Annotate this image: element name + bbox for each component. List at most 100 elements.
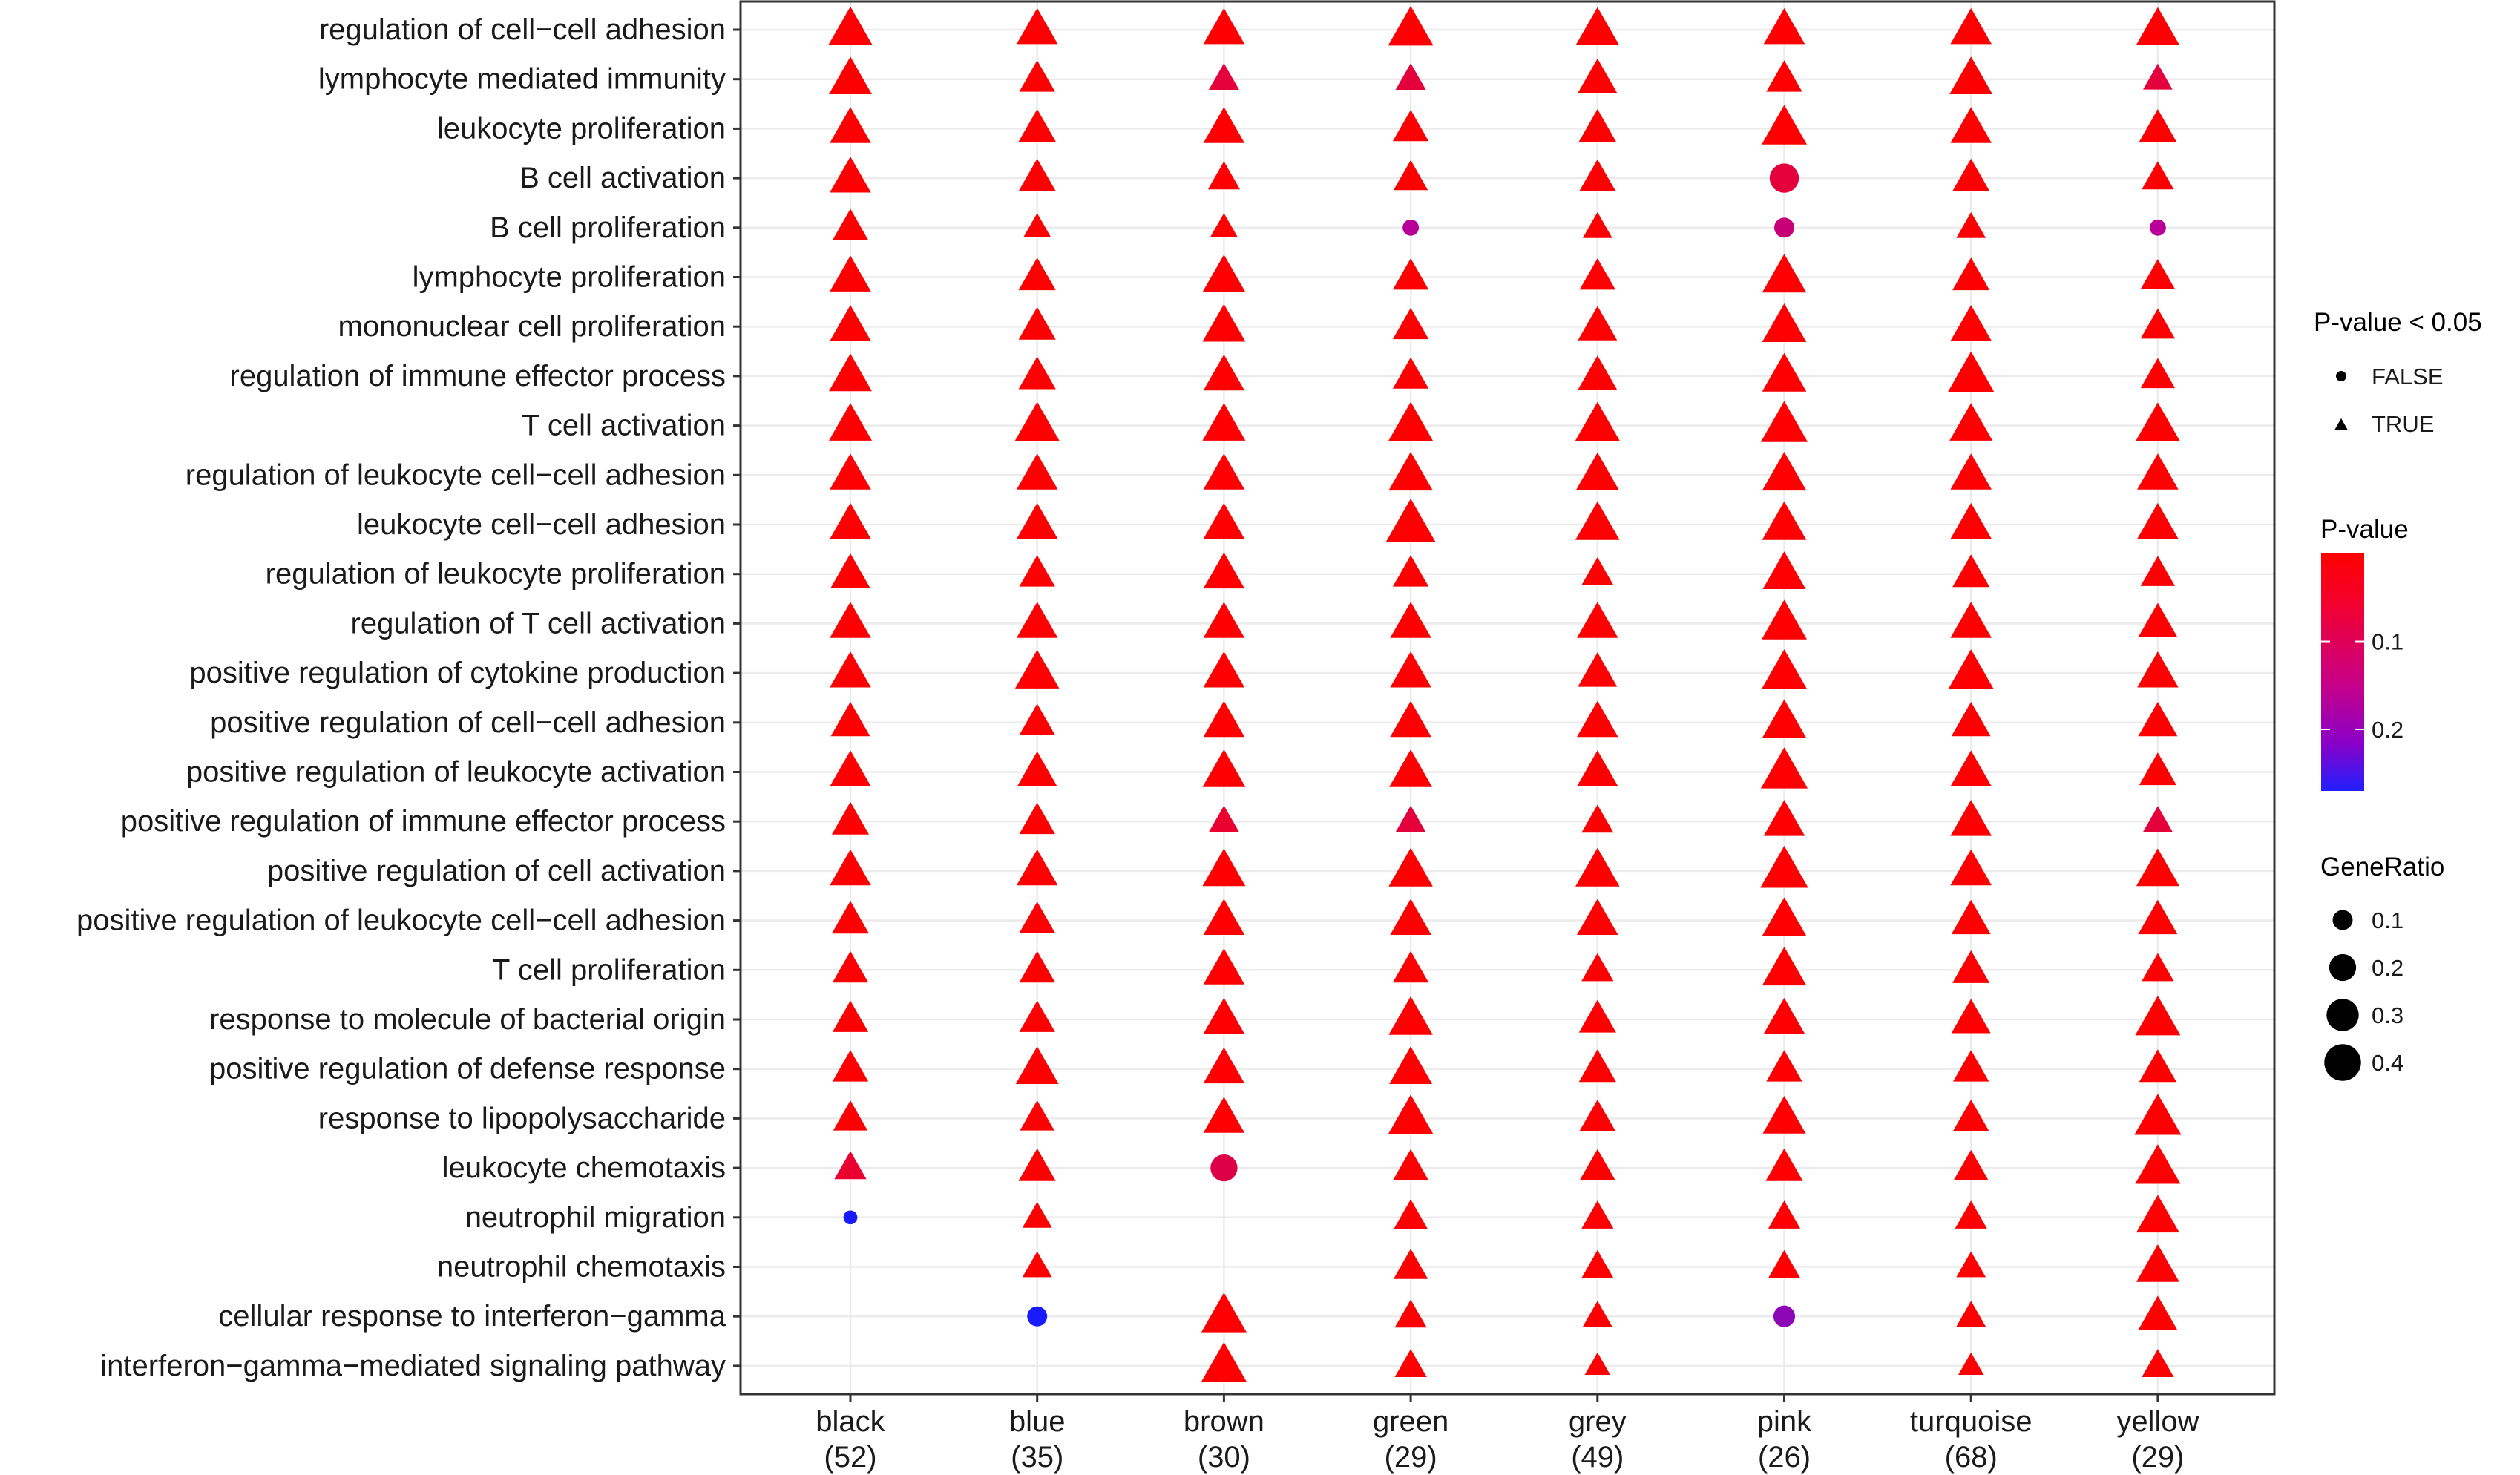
data-point-triangle (1579, 1100, 1615, 1131)
size-legend-key (2324, 1044, 2361, 1081)
data-point-triangle (2136, 7, 2179, 45)
data-point-triangle (1578, 1049, 1616, 1083)
data-point-triangle (1762, 649, 1807, 689)
data-point-triangle (1955, 1200, 1987, 1229)
data-point-triangle (1203, 899, 1245, 935)
data-point-triangle (1953, 1050, 1989, 1082)
data-point-triangle (1210, 213, 1238, 237)
y-tick-label: positive regulation of leukocyte activat… (186, 756, 726, 789)
x-tick-label-module: turquoise (1910, 1405, 2032, 1438)
data-point-triangle (1581, 557, 1614, 585)
data-point-triangle (1392, 258, 1429, 290)
data-point-triangle (2140, 308, 2176, 339)
data-point-triangle (1582, 1301, 1612, 1327)
data-point-triangle (1201, 1341, 1247, 1382)
data-point-triangle (830, 453, 871, 490)
data-point-triangle (1578, 58, 1618, 93)
data-point-triangle (1578, 652, 1618, 687)
size-legend-key (2329, 953, 2357, 982)
data-point-triangle (2143, 63, 2173, 90)
data-point-triangle (1762, 501, 1807, 540)
y-tick-label: cellular response to interferon−gamma (218, 1300, 726, 1333)
x-tick-label-count: (29) (1385, 1441, 1437, 1474)
data-point-triangle (1023, 213, 1051, 237)
data-point-triangle (1202, 848, 1246, 887)
color-legend: P-value 0.1 0.2 (2320, 515, 2409, 791)
data-point-triangle (1579, 1149, 1615, 1180)
data-point-triangle (1951, 702, 1991, 737)
data-point-triangle (1762, 699, 1807, 738)
data-point-triangle (1388, 847, 1433, 887)
data-point-triangle (1958, 1352, 1984, 1375)
x-tick-label-count: (30) (1198, 1441, 1250, 1474)
y-tick-label: response to molecule of bacterial origin (209, 1003, 726, 1036)
data-point-triangle (1016, 7, 1058, 45)
data-point-triangle (2138, 899, 2178, 935)
data-point-triangle (1584, 1352, 1610, 1375)
data-point-triangle (1581, 804, 1614, 833)
data-point-triangle (1578, 109, 1616, 142)
data-point-triangle (2137, 453, 2179, 490)
y-tick-label: lymphocyte proliferation (413, 261, 726, 294)
data-point-triangle (830, 602, 871, 638)
data-point-triangle (828, 6, 873, 45)
data-point-triangle (1950, 107, 1992, 143)
data-point-triangle (834, 1151, 867, 1180)
data-point-triangle (2139, 1049, 2176, 1083)
data-point-triangle (1762, 1096, 1806, 1134)
data-point-triangle (1389, 749, 1433, 787)
data-point-triangle (1203, 997, 1245, 1034)
data-point-triangle (2135, 996, 2181, 1036)
data-point-triangle (1203, 502, 1245, 539)
data-point-triangle (1390, 899, 1431, 935)
data-point-triangle (1950, 453, 1992, 490)
y-tick-label: leukocyte proliferation (437, 112, 726, 145)
data-point-triangle (1575, 847, 1620, 887)
data-point-triangle (1950, 602, 1992, 638)
data-point-triangle (1388, 452, 1433, 491)
data-point-triangle (1956, 211, 1986, 238)
data-point-triangle (1020, 1100, 1054, 1131)
data-point-triangle (1952, 554, 1990, 588)
plot-panel (741, 1, 2274, 1394)
data-point-triangle (1762, 452, 1807, 491)
data-point-triangle (1581, 953, 1614, 982)
data-point-triangle (1950, 305, 1992, 341)
data-point-triangle (1947, 351, 1995, 392)
data-point-triangle (1577, 750, 1618, 786)
data-point-triangle (2136, 1195, 2179, 1233)
data-point-triangle (1202, 749, 1246, 787)
y-tick-label: positive regulation of defense response (209, 1053, 726, 1085)
data-point-triangle (2139, 752, 2176, 786)
data-point-triangle (1956, 1251, 1986, 1278)
data-point-triangle (1581, 1200, 1614, 1229)
data-point-triangle (1202, 303, 1246, 342)
y-tick-label: regulation of cell−cell adhesion (319, 13, 726, 46)
data-point-triangle (1395, 63, 1426, 90)
x-tick-label-module: black (816, 1405, 885, 1438)
data-point-triangle (830, 553, 870, 588)
data-point-triangle (1762, 897, 1807, 936)
data-point-triangle (2135, 1144, 2181, 1184)
data-point-triangle (1388, 1094, 1434, 1134)
data-point-triangle (2142, 953, 2174, 982)
data-point-triangle (1203, 552, 1245, 589)
data-point-triangle (831, 901, 870, 934)
y-tick-label: lymphocyte mediated immunity (318, 63, 726, 96)
data-point-triangle (1394, 1349, 1427, 1377)
data-point-triangle (2143, 806, 2173, 832)
data-point-triangle (1952, 158, 1990, 191)
x-tick-label-module: green (1373, 1405, 1448, 1438)
data-point-triangle (1768, 1200, 1801, 1229)
shape-legend-title: P-value < 0.05 (2314, 308, 2482, 337)
data-point-triangle (830, 107, 871, 143)
data-point-triangle (1950, 849, 1992, 886)
size-legend-label: 0.2 (2372, 955, 2403, 981)
data-point-triangle (1203, 602, 1245, 638)
data-point-triangle (1016, 849, 1058, 886)
data-point-circle (1402, 219, 1420, 236)
data-point-triangle (1762, 551, 1806, 589)
data-point-triangle (1018, 158, 1056, 191)
data-point-triangle (2140, 556, 2176, 586)
